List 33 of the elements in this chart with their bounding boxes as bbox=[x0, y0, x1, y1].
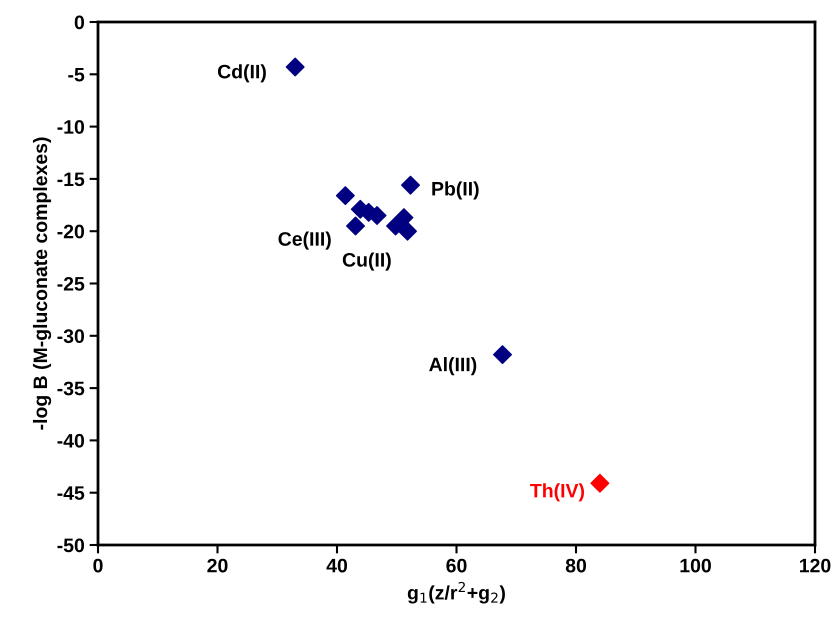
series-label: Th(IV) bbox=[530, 483, 584, 502]
y-tick-label: -25 bbox=[57, 276, 84, 291]
x-tick-label: 120 bbox=[800, 558, 830, 572]
y-tick-label: -35 bbox=[57, 382, 84, 396]
annotation: Pb(II) bbox=[432, 181, 479, 200]
x-tick-label: 0 bbox=[93, 558, 103, 572]
point bbox=[401, 176, 420, 195]
y-tick-label: 0 bbox=[74, 15, 84, 30]
point bbox=[590, 474, 610, 493]
point bbox=[493, 345, 512, 364]
y-tick-label: -45 bbox=[57, 486, 84, 500]
x-tick-label: 60 bbox=[446, 558, 467, 572]
x-axis-title: g$_{1}$(z/r$^{2}$+g$_{2}$) bbox=[408, 582, 505, 604]
x-tick-label: 80 bbox=[566, 558, 586, 572]
y-axis-title: -log B (M-gluconate complexes) bbox=[32, 138, 52, 430]
point bbox=[346, 216, 365, 236]
annotation: Cu(II) bbox=[342, 252, 391, 271]
point bbox=[336, 186, 355, 206]
annotation: Ce(III) bbox=[278, 232, 331, 250]
y-tick-label: -15 bbox=[57, 172, 84, 186]
y-tick-label: -30 bbox=[57, 329, 84, 344]
x-tick-label: 20 bbox=[207, 558, 228, 572]
x-tick-label: 100 bbox=[680, 558, 711, 572]
y-tick-label: -50 bbox=[57, 538, 84, 552]
x-tick-label: 40 bbox=[326, 558, 348, 572]
y-tick-label: -40 bbox=[57, 434, 84, 448]
point bbox=[398, 222, 417, 241]
point bbox=[286, 58, 305, 76]
annotation: Al(III) bbox=[429, 357, 476, 376]
y-tick-label: -10 bbox=[57, 120, 84, 134]
annotation: Cd(II) bbox=[218, 64, 266, 82]
y-tick-label: -20 bbox=[57, 224, 84, 238]
y-tick-label: -5 bbox=[68, 68, 84, 82]
